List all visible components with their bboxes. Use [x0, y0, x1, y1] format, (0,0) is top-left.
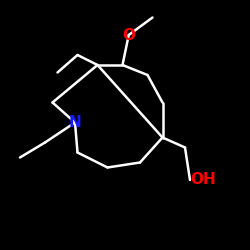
Text: O: O [122, 28, 135, 42]
Text: OH: OH [190, 172, 216, 188]
Text: N: N [68, 115, 82, 130]
